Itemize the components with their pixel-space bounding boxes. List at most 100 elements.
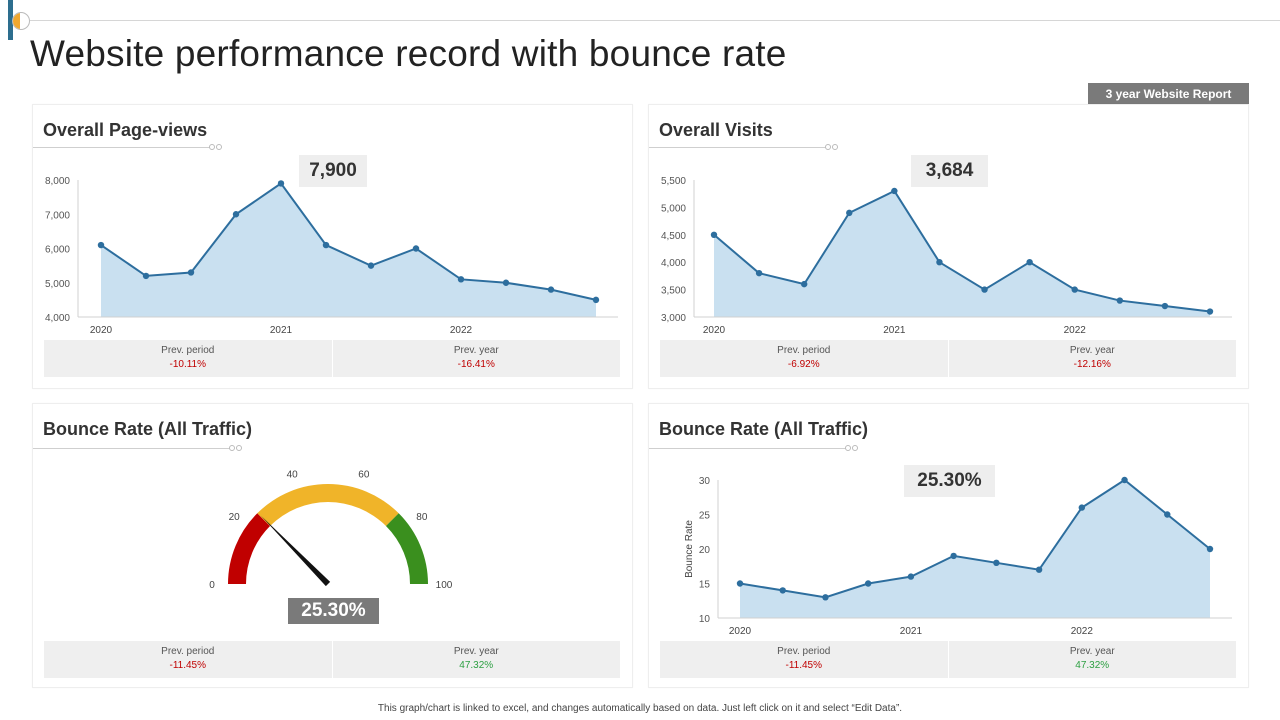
data-point (1116, 297, 1124, 304)
x-tick-label: 2022 (1071, 626, 1094, 637)
bounce-stats: Prev. period -11.45% Prev. year 47.32% (660, 641, 1236, 678)
divider-dots-icon (825, 144, 839, 150)
y-tick-label: 7,000 (45, 210, 70, 221)
data-point (277, 180, 285, 187)
gauge-title: Bounce Rate (All Traffic) (43, 419, 253, 439)
data-point (981, 286, 988, 293)
y-tick-label: 8,000 (45, 176, 70, 187)
y-tick-label: 6,000 (45, 245, 70, 256)
y-tick-label: 4,000 (661, 258, 686, 269)
y-axis-label: Bounce Rate (684, 520, 695, 578)
y-tick-label: 4,000 (45, 313, 70, 324)
y-tick-label: 25 (699, 511, 711, 522)
data-point (1071, 286, 1078, 293)
gauge-tick-label: 80 (416, 512, 428, 523)
gauge-panel: Bounce Rate (All Traffic) 0 20 40 60 80 100 2… (32, 403, 633, 688)
series-line (739, 478, 1211, 599)
data-point (1026, 259, 1033, 266)
pageviews-callout: 7,900 (299, 155, 367, 187)
data-point (993, 559, 1000, 566)
title-divider (33, 445, 242, 451)
prev-year-label: Prev. year (453, 345, 499, 356)
gauge-tick-label: 100 (436, 580, 453, 591)
prev-period-label: Prev. period (777, 345, 831, 356)
prev-period-stat: Prev. period -11.45% (660, 641, 948, 678)
gauge-needle (260, 515, 331, 587)
data-point (907, 573, 915, 580)
prev-period-value: -11.45% (169, 660, 206, 671)
series-line (713, 189, 1211, 313)
series-line (100, 182, 597, 301)
data-point (755, 269, 763, 277)
data-point (367, 262, 375, 269)
x-tick-label: 2020 (729, 626, 752, 637)
visits-stats: Prev. period -6.92% Prev. year -12.16% (660, 340, 1236, 377)
data-point (547, 286, 555, 293)
gauge-band-yellow (257, 484, 399, 527)
title-divider (649, 144, 838, 150)
gauge-band-red (228, 513, 271, 584)
data-point (457, 276, 465, 283)
series-area (714, 190, 1210, 317)
prev-year-value: -16.41% (457, 359, 495, 370)
divider-dots-icon (209, 144, 223, 150)
data-point (1164, 511, 1171, 518)
x-tick-label: 2021 (900, 626, 923, 637)
prev-year-stat: Prev. year -16.41% (331, 340, 621, 377)
data-point (232, 211, 240, 218)
y-tick-label: 4,500 (661, 231, 686, 242)
data-point (936, 259, 943, 266)
gauge-tick-label: 60 (358, 470, 370, 481)
gauge-band-green (385, 513, 428, 584)
data-point (950, 552, 957, 560)
prev-year-label: Prev. year (453, 646, 499, 657)
y-tick-label: 15 (699, 580, 711, 591)
x-tick-label: 2022 (450, 325, 473, 336)
pageviews-stats: Prev. period -10.11% Prev. year -16.41% (44, 340, 620, 377)
prev-period-value: -11.45% (785, 660, 822, 671)
prev-period-value: -6.92% (787, 359, 820, 370)
prev-year-label: Prev. year (1069, 345, 1115, 356)
data-point (1121, 476, 1128, 484)
bounce-title: Bounce Rate (All Traffic) (659, 419, 869, 439)
prev-year-label: Prev. year (1069, 646, 1115, 657)
gauge-chart[interactable]: 0 20 40 60 80 100 (33, 404, 634, 639)
prev-year-value: 47.32% (459, 660, 494, 671)
gauge-stats: Prev. period -11.45% Prev. year 47.32% (44, 641, 620, 678)
data-point (502, 279, 510, 286)
bounce-chart[interactable]: 10 15 20 25 30 2020 2021 2022 Bounce Rate (649, 404, 1250, 639)
gauge-callout: 25.30% (288, 598, 379, 624)
title-divider (649, 445, 858, 451)
divider-dots-icon (845, 445, 859, 451)
footnote: This graph/chart is linked to excel, and… (377, 703, 903, 714)
prev-year-stat: Prev. year 47.32% (331, 641, 621, 678)
data-point (846, 209, 853, 217)
prev-year-stat: Prev. year -12.16% (947, 340, 1237, 377)
prev-period-stat: Prev. period -10.11% (44, 340, 332, 377)
prev-period-stat: Prev. period -6.92% (660, 340, 948, 377)
report-badge: 3 year Website Report (1088, 83, 1249, 105)
y-tick-label: 3,000 (661, 313, 686, 324)
y-tick-label: 20 (699, 545, 711, 556)
visits-callout: 3,684 (911, 155, 988, 187)
prev-year-stat: Prev. year 47.32% (947, 641, 1237, 678)
x-tick-label: 2021 (883, 325, 906, 336)
x-tick-label: 2020 (90, 325, 113, 336)
prev-period-label: Prev. period (161, 646, 215, 657)
data-point (1078, 504, 1086, 511)
prev-period-label: Prev. period (161, 345, 215, 356)
data-point (1035, 566, 1043, 573)
data-point (891, 187, 898, 195)
visits-chart[interactable]: 3,000 3,500 4,000 4,500 5,000 5,500 2020 2021 20… (649, 105, 1250, 340)
pageviews-chart[interactable]: 4,000 5,000 6,000 7,000 8,000 2020 2021 2022 (33, 105, 634, 340)
data-point (710, 231, 718, 238)
visits-title: Overall Visits (659, 120, 773, 140)
data-point (412, 245, 420, 252)
data-point (592, 296, 600, 304)
x-tick-label: 2021 (270, 325, 293, 336)
bounce-callout: 25.30% (904, 465, 995, 497)
page-title: Website performance record with bounce r… (30, 33, 787, 74)
data-point (142, 272, 150, 280)
y-tick-label: 3,500 (661, 286, 686, 297)
data-point (322, 241, 330, 249)
